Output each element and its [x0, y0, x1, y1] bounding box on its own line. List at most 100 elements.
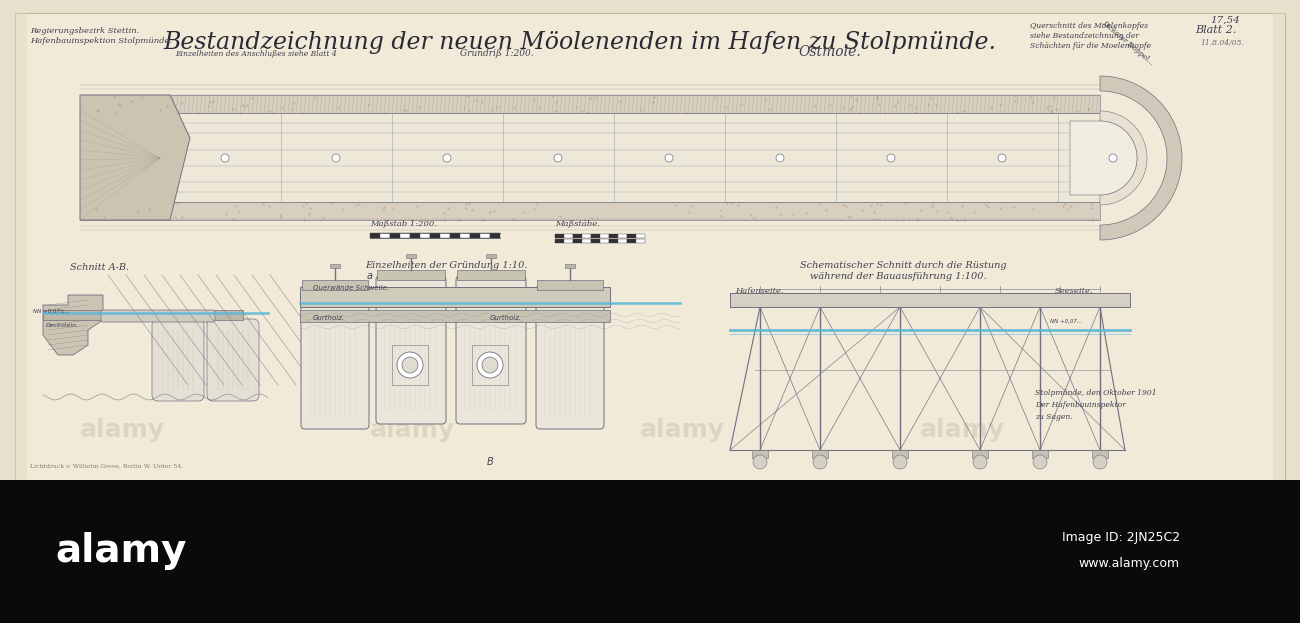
Polygon shape: [1100, 76, 1182, 240]
Bar: [566, 264, 575, 268]
Polygon shape: [1100, 111, 1147, 205]
Circle shape: [477, 352, 503, 378]
Text: Image ID: 2JN25C2: Image ID: 2JN25C2: [1062, 531, 1180, 545]
FancyBboxPatch shape: [207, 319, 259, 401]
Text: siehe Bestandzeichnung der: siehe Bestandzeichnung der: [1030, 32, 1139, 40]
Bar: [300, 287, 610, 307]
Bar: [1092, 450, 1108, 458]
Bar: [731, 293, 1130, 307]
Text: Querschnitt des Moelenkopfes: Querschnitt des Moelenkopfes: [1030, 22, 1148, 30]
Text: Gurtholz.: Gurtholz.: [313, 315, 345, 321]
Circle shape: [1093, 455, 1108, 469]
Text: 17,54: 17,54: [1210, 16, 1240, 25]
FancyBboxPatch shape: [456, 276, 526, 424]
Bar: [302, 280, 368, 290]
Text: a: a: [367, 271, 373, 281]
Bar: [555, 234, 564, 238]
Text: 11.8.04/05.: 11.8.04/05.: [1200, 39, 1244, 47]
Text: Lichtdruck v. Wilhelm Greve, Berlin W. Unter 54.: Lichtdruck v. Wilhelm Greve, Berlin W. U…: [30, 464, 183, 469]
Bar: [627, 239, 636, 243]
FancyBboxPatch shape: [152, 319, 204, 401]
Bar: [537, 280, 603, 290]
Text: während der Bauausführung 1:100.: während der Bauausführung 1:100.: [810, 272, 987, 281]
Circle shape: [332, 154, 341, 162]
Bar: [618, 239, 627, 243]
Text: www.alamy.com: www.alamy.com: [1079, 556, 1180, 569]
Text: Hafenbauinspektion Stolpmünde.: Hafenbauinspektion Stolpmünde.: [30, 37, 172, 45]
Circle shape: [893, 455, 907, 469]
Text: Einzelheiten der Gründung 1:10.: Einzelheiten der Gründung 1:10.: [365, 261, 528, 270]
Bar: [618, 234, 627, 238]
Bar: [430, 233, 439, 238]
Circle shape: [812, 455, 827, 469]
Bar: [390, 233, 400, 238]
Polygon shape: [1070, 121, 1138, 195]
Text: Maßstab 1:200.: Maßstab 1:200.: [370, 220, 437, 228]
Polygon shape: [81, 95, 190, 220]
Text: Ostmole.: Ostmole.: [798, 45, 862, 59]
Text: Schächten für die Moelenkopfe: Schächten für die Moelenkopfe: [1030, 42, 1150, 50]
Text: NN +0,07...: NN +0,07...: [1050, 319, 1082, 324]
Bar: [751, 450, 768, 458]
Text: alamy: alamy: [920, 418, 1005, 442]
Bar: [555, 239, 564, 243]
Text: zu Sagen.: zu Sagen.: [1035, 413, 1072, 421]
Bar: [400, 233, 410, 238]
Text: Seeseite.: Seeseite.: [1056, 287, 1093, 295]
Bar: [480, 233, 490, 238]
Circle shape: [482, 357, 498, 373]
Bar: [370, 233, 380, 238]
Bar: [608, 239, 618, 243]
Bar: [972, 450, 988, 458]
Circle shape: [221, 154, 229, 162]
Bar: [420, 233, 430, 238]
Bar: [592, 239, 601, 243]
Text: Regierungsbezirk Stettin.: Regierungsbezirk Stettin.: [30, 27, 139, 35]
Circle shape: [776, 154, 784, 162]
Bar: [892, 450, 907, 458]
Text: Einzelheiten des Anschlußes siehe Blatt 4: Einzelheiten des Anschlußes siehe Blatt …: [176, 50, 337, 58]
Text: NN +0,07±...: NN +0,07±...: [32, 309, 70, 314]
Circle shape: [402, 357, 419, 373]
Text: Hafenseite.: Hafenseite.: [734, 287, 784, 295]
Circle shape: [666, 154, 673, 162]
Bar: [377, 270, 445, 280]
Circle shape: [998, 154, 1006, 162]
Circle shape: [753, 455, 767, 469]
Bar: [406, 254, 416, 258]
Text: Stolpmünde, den Oktober 1901: Stolpmünde, den Oktober 1901: [1035, 389, 1157, 397]
Bar: [1273, 13, 1284, 480]
Text: Grundriß 1:200.: Grundriß 1:200.: [460, 49, 533, 58]
Circle shape: [1109, 154, 1117, 162]
Text: alamy: alamy: [55, 532, 186, 570]
Bar: [439, 233, 450, 238]
Bar: [601, 239, 608, 243]
Bar: [490, 233, 501, 238]
Bar: [601, 234, 608, 238]
Bar: [458, 270, 525, 280]
Bar: [573, 234, 582, 238]
Bar: [81, 202, 1100, 220]
Bar: [627, 234, 636, 238]
Text: Gurtholz.: Gurtholz.: [490, 315, 523, 321]
Text: Maßstäbe.: Maßstäbe.: [555, 220, 599, 228]
Bar: [410, 233, 420, 238]
Bar: [573, 239, 582, 243]
Bar: [43, 310, 243, 320]
Text: alamy: alamy: [81, 418, 165, 442]
Bar: [0, 480, 1300, 623]
Bar: [81, 113, 1100, 202]
FancyBboxPatch shape: [376, 276, 446, 424]
Bar: [460, 233, 471, 238]
Bar: [471, 233, 480, 238]
Bar: [486, 254, 497, 258]
Bar: [636, 239, 645, 243]
Bar: [582, 234, 592, 238]
Text: Deckstein.: Deckstein.: [46, 323, 79, 328]
Circle shape: [972, 455, 987, 469]
Text: Schematischer Schnitt durch die Rüstung: Schematischer Schnitt durch die Rüstung: [800, 261, 1006, 270]
Text: Bestandzeichnung der neuen Möolenenden im Hafen zu Stolpmünde.: Bestandzeichnung der neuen Möolenenden i…: [164, 32, 997, 54]
Circle shape: [887, 154, 894, 162]
Bar: [812, 450, 828, 458]
Text: alamy: alamy: [370, 418, 455, 442]
